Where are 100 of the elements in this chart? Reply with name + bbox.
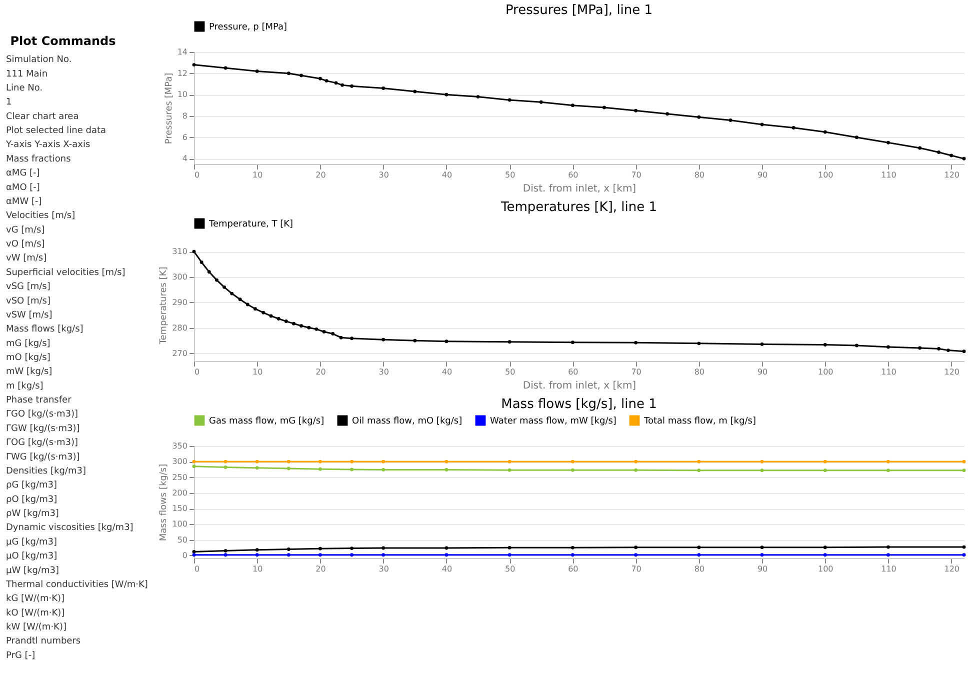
point [760, 553, 764, 557]
point [946, 348, 950, 352]
point [246, 302, 250, 306]
point [286, 460, 290, 464]
x-tick-label: 60 [568, 368, 578, 376]
point [350, 336, 354, 340]
point [192, 63, 196, 67]
y-tick-label: 8 [182, 112, 188, 120]
x-tick-label: 100 [818, 564, 834, 574]
text: kG [W/(m·K)] [6, 594, 65, 604]
x-tick-label: 110 [881, 368, 896, 376]
x-tick-label: 0 [194, 368, 200, 376]
chart-title: Pressures [MPa], line 1 [505, 3, 653, 18]
text: vSW [m/s] [6, 310, 52, 320]
y-tick-label: 200 [172, 488, 188, 498]
x-tick-label: 0 [194, 564, 200, 574]
point [255, 553, 259, 557]
point [760, 122, 764, 126]
point [444, 468, 448, 472]
point [697, 546, 701, 550]
text: mO [kg/s] [6, 353, 50, 363]
text: ΓWG [kg/(s·m3)] [6, 452, 80, 462]
point [886, 545, 890, 549]
point [382, 553, 386, 557]
point [634, 553, 638, 557]
point [318, 467, 322, 471]
legend-label: Total mass flow, m [kg/s] [643, 416, 756, 427]
x-tick-label: 60 [568, 170, 578, 180]
x-tick-label: 30 [378, 368, 389, 376]
text: Plot Commands [10, 34, 116, 48]
text: Simulation No. [6, 55, 72, 66]
x-tick-label: 30 [378, 170, 389, 180]
point [238, 298, 242, 302]
point [350, 553, 354, 557]
x-tick-label: 40 [442, 368, 452, 376]
text: μW [kg/m3] [6, 566, 59, 576]
point [823, 342, 827, 346]
point [508, 468, 512, 472]
point [962, 460, 966, 464]
point [413, 90, 417, 94]
point [823, 553, 827, 557]
y-tick-label: 14 [177, 48, 188, 56]
text: 111 Main [6, 69, 48, 80]
point [697, 553, 701, 557]
x-tick-label: 80 [694, 170, 705, 180]
legend-label: Temperature, T [K] [208, 220, 294, 230]
point [602, 106, 606, 110]
point [937, 347, 940, 351]
y-tick-label: 6 [182, 132, 188, 142]
point [255, 69, 259, 73]
x-tick-label: 20 [316, 368, 326, 376]
x-tick-label: 50 [504, 564, 516, 574]
x-tick-label: 40 [442, 564, 452, 574]
point [192, 460, 196, 464]
point [508, 98, 512, 102]
point [350, 546, 354, 550]
y-axis-title: Temperatures [K] [159, 266, 170, 346]
x-tick-label: 60 [568, 564, 578, 574]
text: vSO [m/s] [6, 296, 50, 306]
x-tick-label: 80 [694, 368, 705, 376]
point [886, 345, 890, 349]
point [444, 546, 448, 550]
text: ρO [kg/m3] [6, 494, 58, 505]
text: Mass flows [kg/s] [6, 324, 84, 335]
point [324, 79, 328, 83]
point [286, 548, 290, 551]
text: Densities [kg/m3] [6, 466, 86, 476]
legend-label: Oil mass flow, mO [kg/s] [352, 416, 462, 427]
point [823, 468, 827, 472]
text: vO [m/s] [6, 240, 45, 250]
y-tick-label: 250 [172, 472, 188, 482]
legend-label: Gas mass flow, mG [kg/s] [209, 416, 324, 427]
point [318, 553, 322, 557]
point [886, 460, 890, 464]
y-tick-label: 12 [177, 68, 188, 78]
text: αMW [-] [6, 196, 42, 207]
x-tick-label: 20 [316, 170, 326, 180]
point [230, 292, 234, 296]
point [666, 112, 670, 116]
point [331, 332, 335, 336]
x-tick-label: 100 [818, 368, 834, 376]
y-tick-label: 300 [172, 457, 188, 466]
text: μO [kg/m3] [6, 552, 58, 562]
point [570, 104, 574, 108]
point [962, 468, 966, 472]
point [269, 314, 273, 318]
point [697, 468, 701, 472]
x-tick-label: 20 [316, 564, 326, 574]
y-tick-label: 100 [172, 520, 188, 529]
point [697, 342, 701, 346]
point [253, 307, 257, 311]
point [539, 100, 543, 104]
text: Superficial velocities [m/s] [6, 268, 126, 278]
text: ΓOG [kg/(s·m3)] [6, 438, 78, 448]
y-tick-label: 150 [172, 504, 188, 514]
point [570, 546, 574, 550]
x-tick-label: 80 [694, 564, 705, 574]
point [570, 468, 574, 472]
point [634, 546, 638, 550]
x-tick-label: 120 [944, 170, 960, 180]
